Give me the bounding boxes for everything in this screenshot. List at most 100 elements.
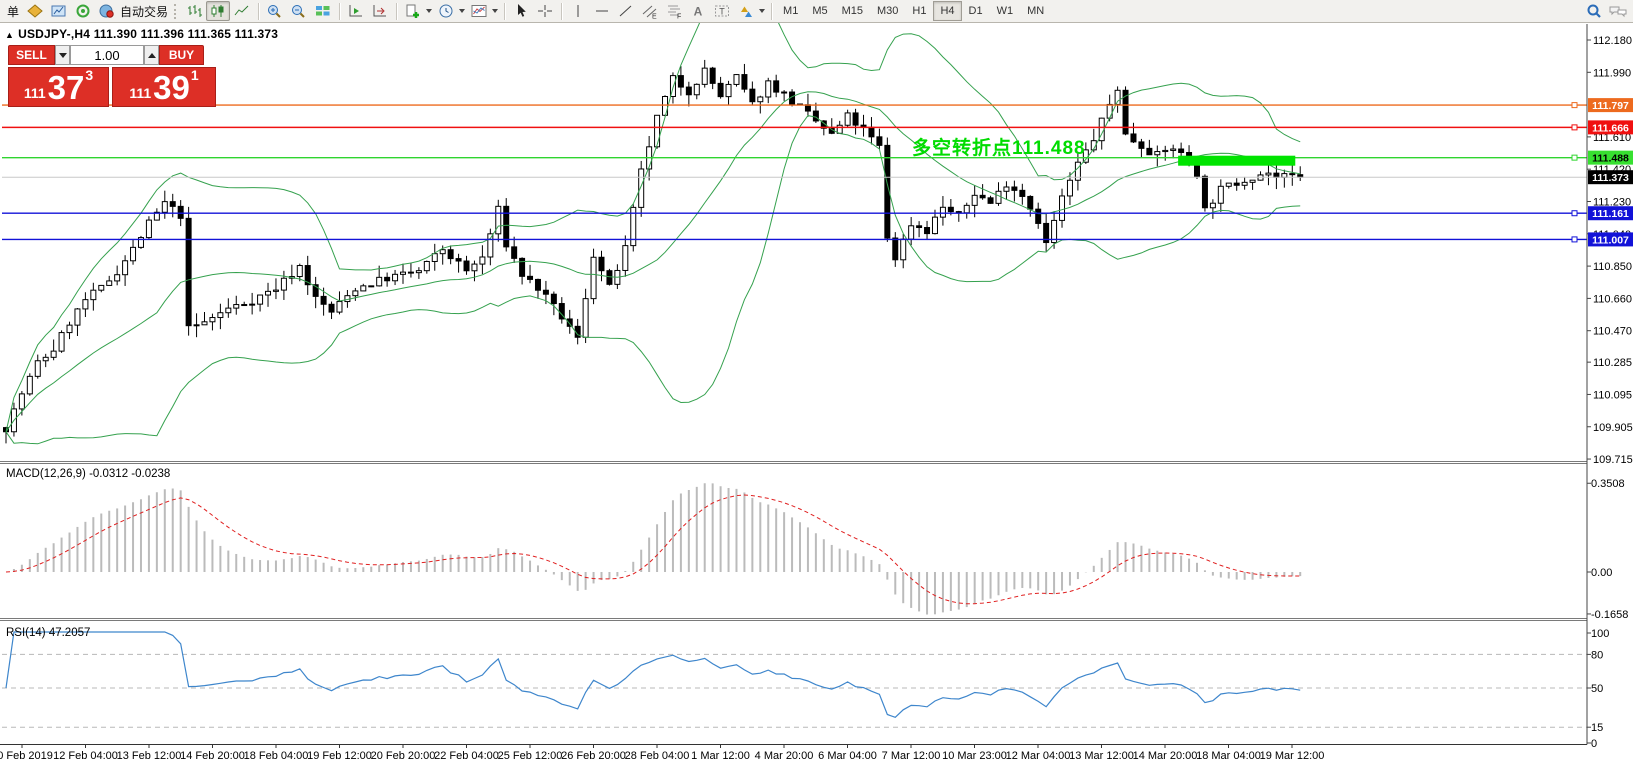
indicators-dropdown-icon[interactable] (492, 9, 499, 13)
ask-pip-digit: 1 (190, 67, 199, 83)
bid-big-digits: 37 (47, 68, 85, 106)
volume-input[interactable] (70, 45, 144, 65)
arrows-dropdown-icon[interactable] (759, 9, 766, 13)
zoom-in-icon[interactable] (263, 1, 287, 21)
time-axis-label: 10 Mar 23:00 (942, 750, 1007, 762)
line-handle (1571, 154, 1578, 161)
tile-windows-icon[interactable] (311, 1, 335, 21)
time-axis-label: 19 Mar 12:00 (1260, 750, 1325, 762)
price-badge (1588, 120, 1633, 135)
svg-text:E: E (652, 14, 657, 20)
charts-window-icon[interactable] (47, 1, 71, 21)
arrows-icon[interactable] (734, 1, 758, 21)
time-axis-label: 20 Feb 20:00 (371, 750, 436, 762)
chat-icon[interactable] (1606, 1, 1630, 21)
crosshair-icon[interactable] (533, 1, 557, 21)
ask-big-digits: 39 (153, 68, 190, 106)
triangle-down-icon (58, 52, 67, 58)
timeframe-mn[interactable]: MN (1027, 5, 1045, 17)
new-order-plus-icon[interactable] (401, 1, 425, 21)
time-axis-label: 6 Mar 04:00 (818, 750, 877, 762)
periods-dropdown-icon[interactable] (459, 9, 466, 13)
macd-signal-line (5, 494, 1301, 605)
sell-button[interactable]: SELL (8, 45, 55, 65)
price-tick-label: 111.610 (1593, 132, 1631, 144)
order-button[interactable]: 单 (7, 4, 20, 19)
toolbar-grip (174, 3, 178, 19)
price-tick-label: 109.715 (1593, 454, 1633, 466)
new-order-icon[interactable] (23, 1, 47, 21)
autotrade-label[interactable]: 自动交易 (120, 4, 169, 19)
auto-scroll-icon[interactable] (344, 1, 368, 21)
text-label-icon[interactable]: T (710, 1, 734, 21)
rsi-indicator-label: RSI(14) 47.2057 (6, 627, 90, 639)
fibonacci-icon[interactable]: F (662, 1, 686, 21)
timeframe-m5[interactable]: M5 (812, 5, 828, 17)
horizontal-line-icon[interactable] (590, 1, 614, 21)
macd-histogram (12, 483, 1302, 615)
chart-frame (0, 24, 1588, 745)
bar-chart-icon[interactable] (182, 1, 206, 21)
timeframe-w1[interactable]: W1 (996, 5, 1014, 17)
candlestick-chart-icon[interactable] (206, 1, 231, 21)
chart-shift-icon[interactable] (368, 1, 392, 21)
bid-quote[interactable]: 111 37 3 (8, 67, 109, 107)
timeframe-h4[interactable]: H4 (933, 1, 962, 21)
line-chart-icon[interactable] (230, 1, 254, 21)
trendline-icon[interactable] (614, 1, 638, 21)
macd-signal (5, 494, 1301, 605)
metaquotes-icon[interactable] (71, 1, 95, 21)
zoom-out-icon[interactable] (287, 1, 311, 21)
time-axis-label: 12 Mar 04:00 (1006, 750, 1071, 762)
toolbar-separator (339, 2, 341, 20)
text-icon[interactable]: A (686, 1, 710, 21)
price-tick-label: 110.285 (1593, 357, 1632, 369)
buy-button[interactable]: BUY (159, 45, 204, 65)
price-axis[interactable]: 112.180111.990111.610111.420111.230111.0… (1587, 35, 1633, 466)
macd-scale-label: 0.3508 (1591, 478, 1625, 490)
triangle-up-icon (147, 52, 156, 58)
search-icon[interactable] (1582, 1, 1606, 21)
price-badge (1588, 170, 1633, 185)
bollinger-middle (5, 91, 1301, 433)
autotrade-icon[interactable] (95, 1, 119, 21)
bollinger-bands (5, 0, 1301, 445)
hline-objects[interactable] (2, 102, 1587, 243)
highlight-bar-object[interactable] (1178, 155, 1296, 166)
cursor-icon[interactable] (509, 1, 533, 21)
timeframe-m15[interactable]: M15 (841, 5, 863, 17)
time-axis-label: 7 Mar 12:00 (882, 750, 941, 762)
toolbar-separator (504, 2, 506, 20)
rsi-levels (2, 653, 1587, 728)
volume-decrease-button[interactable] (55, 45, 70, 65)
timeframe-m30[interactable]: M30 (877, 5, 899, 17)
new-order-dropdown-icon[interactable] (426, 9, 433, 13)
rsi-scale-label: 15 (1591, 722, 1603, 734)
rsi-scale-label: 100 (1591, 628, 1609, 640)
indicators-icon[interactable] (467, 1, 491, 21)
timeframe-h1[interactable]: H1 (912, 5, 927, 17)
time-axis-label: 25 Feb 12:00 (498, 750, 563, 762)
chart-text-annotation[interactable]: 多空转折点111.488 (912, 138, 1086, 159)
price-tick-label: 111.990 (1593, 67, 1631, 79)
equidistant-channel-icon[interactable]: E (638, 1, 662, 21)
periods-clock-icon[interactable] (434, 1, 458, 21)
bid-prefix: 111 (23, 85, 46, 101)
price-badge (1588, 150, 1633, 165)
collapse-panel-icon[interactable]: ▲ (5, 30, 15, 40)
timeframe-d1[interactable]: D1 (968, 5, 983, 17)
macd-indicator-label: MACD(12,26,9) -0.0312 -0.0238 (6, 468, 170, 480)
volume-increase-button[interactable] (144, 45, 159, 65)
ask-quote[interactable]: 111 39 1 (112, 67, 216, 107)
price-badge-label: 111.666 (1592, 122, 1629, 134)
timeframe-m1[interactable]: M1 (783, 5, 799, 17)
candles-layer (3, 59, 1304, 444)
toolbar-separator (396, 2, 398, 20)
line-handle (1571, 210, 1578, 217)
vertical-line-icon[interactable] (566, 1, 590, 21)
line-handle (1571, 236, 1578, 243)
macd-scale-label: -0.1658 (1591, 609, 1628, 621)
